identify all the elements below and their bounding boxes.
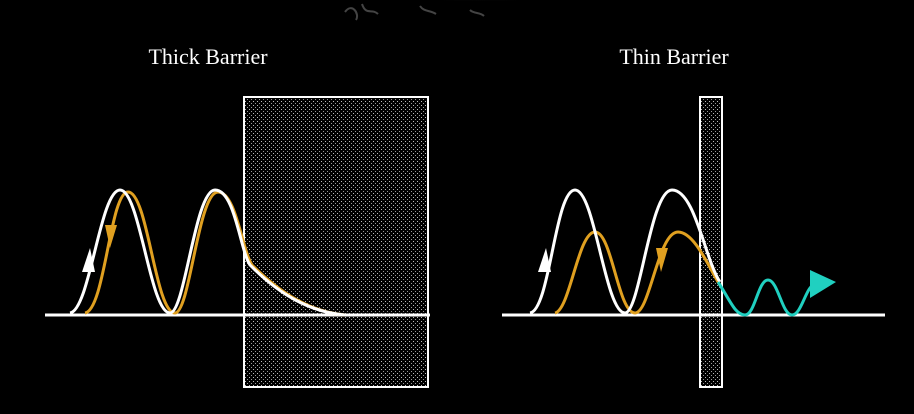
page: Thick Barrier Thin Barrier (() => { cons… [0, 0, 914, 414]
diagram: Thick Barrier Thin Barrier [0, 0, 914, 414]
barrier [244, 97, 428, 387]
panel-title: Thin Barrier [619, 44, 729, 69]
panel-title: Thick Barrier [148, 44, 268, 69]
background [0, 0, 914, 414]
